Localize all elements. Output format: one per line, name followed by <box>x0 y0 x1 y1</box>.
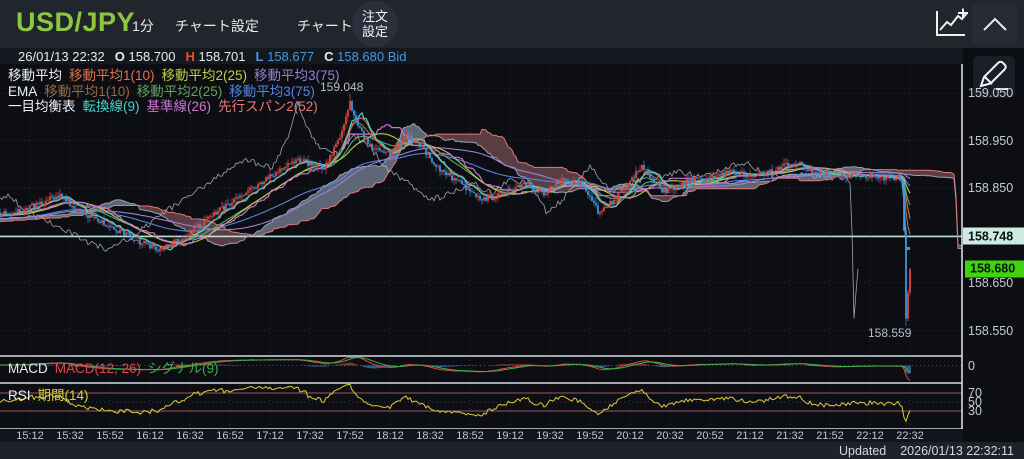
indicator-legend: 移動平均 移動平均1(10) 移動平均2(25) 移動平均3(75) EMA 移動平均1… <box>8 68 347 115</box>
chevron-up-icon <box>983 17 1007 31</box>
high-label: H <box>185 48 195 64</box>
macd-legend: MACD MACD(12, 26) シグナル(9) <box>8 357 226 377</box>
status-bar: Updated 2026/01/13 22:32:11 <box>0 442 1024 459</box>
updated-timestamp: 2026/01/13 22:32:11 <box>900 443 1014 458</box>
legend-title: 一目均衡表 <box>8 99 76 114</box>
timeframe-button[interactable]: 1分 <box>132 18 154 34</box>
time-axis-label: 22:32 <box>896 430 924 442</box>
time-axis-label: 17:32 <box>296 430 324 442</box>
price-axis-label: 158.950 <box>968 133 1014 148</box>
time-axis-label: 21:32 <box>776 430 804 442</box>
time-axis-label: 16:32 <box>176 430 204 442</box>
rsi-axis-label: 50 <box>968 395 982 409</box>
close-value: 158.680 <box>337 48 385 64</box>
legend-item: 移動平均3(75) <box>229 83 315 99</box>
price-axis: 159.050 158.950 158.850 158.650 158.550 158.… <box>963 56 1024 429</box>
macd-param-label: MACD(12, 26) <box>54 361 142 376</box>
menu-item-0[interactable]: チャート設定 <box>175 18 259 34</box>
time-axis-label: 20:52 <box>696 430 724 442</box>
rsi-axis-label: 30 <box>968 404 982 418</box>
legend-item: 転換線(9) <box>82 99 140 114</box>
time-axis-label: 18:12 <box>376 430 404 442</box>
time-axis-label: 15:12 <box>16 430 44 442</box>
time-axis-label: 18:32 <box>416 430 444 442</box>
time-axis-label: 15:32 <box>56 430 84 442</box>
time-axis-label: 16:52 <box>216 430 244 442</box>
time-axis-label: 21:52 <box>816 430 844 442</box>
macd-signal-label: シグナル(9) <box>148 361 219 376</box>
time-axis-label: 16:12 <box>136 430 164 442</box>
low-label: L <box>255 48 264 64</box>
rsi-legend: RSI 期間(14) <box>8 384 96 404</box>
time-axis-label: 15:52 <box>96 430 124 442</box>
time-axis-label: 19:32 <box>536 430 564 442</box>
draw-tool-button[interactable] <box>973 56 1015 98</box>
macd-title: MACD <box>8 361 48 376</box>
session-low-label: 158.559 <box>868 326 912 340</box>
time-axis-label: 17:12 <box>256 430 284 442</box>
legend-ichimoku-row: 一目均衡表 転換線(9) 基準線(26) 先行スパン2(52) <box>8 99 347 115</box>
low-value: 158.677 <box>267 48 315 64</box>
legend-title: 移動平均 <box>8 68 62 83</box>
legend-item: 先行スパン2(52) <box>218 99 318 114</box>
high-value: 158.701 <box>198 48 246 64</box>
close-label: C <box>324 48 334 64</box>
legend-item: 移動平均1(10) <box>69 68 155 83</box>
time-axis-label: 20:12 <box>616 430 644 442</box>
time-axis: 15:12 15:32 15:52 16:12 16:32 16:52 17:12 17:32… <box>0 429 963 442</box>
time-axis-label: 18:52 <box>456 430 484 442</box>
legend-item: 移動平均1(10) <box>44 83 130 99</box>
legend-title: EMA <box>8 83 38 99</box>
legend-ema-row: EMA 移動平均1(10) 移動平均2(25) 移動平均3(75) <box>8 84 347 100</box>
open-value: 158.700 <box>128 48 176 64</box>
updated-label: Updated <box>838 443 887 458</box>
time-axis-label: 21:12 <box>736 430 764 442</box>
session-high-label: 159.048 <box>320 80 364 94</box>
price-axis-label: 159.050 <box>968 86 1014 100</box>
ohlc-bar: 26/01/13 22:32 O 158.700 H 158.701 L 158… <box>0 48 963 64</box>
price-axis-label: 158.550 <box>968 323 1014 338</box>
price-axis-label: 158.650 <box>968 276 1014 290</box>
add-chart-icon[interactable] <box>933 8 971 40</box>
legend-item: 移動平均2(25) <box>136 83 223 99</box>
time-axis-label: 17:52 <box>336 430 364 442</box>
legend-item: 移動平均3(75) <box>254 68 340 83</box>
time-axis-label: 19:52 <box>576 430 604 442</box>
time-axis-label: 22:12 <box>856 430 884 442</box>
pencil-icon <box>979 60 1008 90</box>
open-label: O <box>114 48 125 64</box>
marked-price-label: 158.748 <box>963 227 1024 245</box>
bid-label: Bid <box>387 48 407 64</box>
rsi-title: RSI <box>8 388 31 403</box>
macd-axis-zero: 0 <box>968 358 975 373</box>
order-settings-line1: 注文 <box>361 9 388 24</box>
last-price-label: 158.680 <box>965 260 1024 278</box>
time-axis-label: 19:12 <box>496 430 524 442</box>
legend-item: 基準線(26) <box>146 99 212 114</box>
rsi-param-label: 期間(14) <box>37 388 89 403</box>
order-settings-button[interactable]: 注文 設定 <box>352 1 398 47</box>
collapse-chart-button[interactable] <box>972 4 1018 44</box>
header-bar: USD/JPY 1分 チャート設定 チャート注文 注文 設定 <box>0 0 1024 48</box>
ohlc-datetime: 26/01/13 22:32 <box>18 48 105 64</box>
time-axis-label: 20:32 <box>656 430 684 442</box>
order-settings-line2: 設定 <box>361 24 388 39</box>
rsi-axis-label: 70 <box>968 386 982 400</box>
pair-title: USD/JPY <box>16 7 136 37</box>
legend-ma-row: 移動平均 移動平均1(10) 移動平均2(25) 移動平均3(75) <box>8 68 347 84</box>
price-axis-label: 158.850 <box>968 181 1014 195</box>
legend-item: 移動平均2(25) <box>161 68 248 83</box>
